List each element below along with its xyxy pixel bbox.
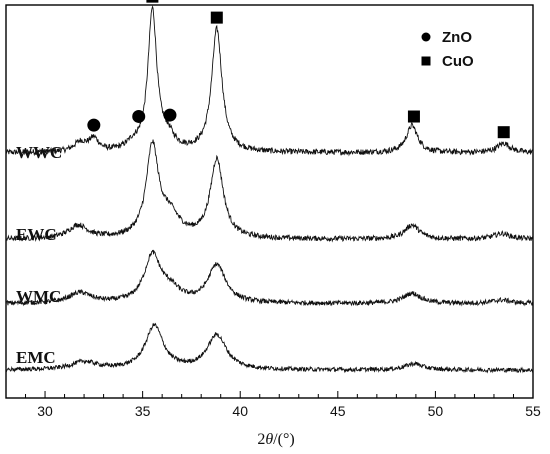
x-tick-label: 40 (232, 403, 248, 419)
legend-cuo-label: CuO (442, 53, 474, 70)
series-line-wwc (5, 5, 534, 157)
series-label-ewc: EWC (16, 225, 57, 244)
cuo-peak-marker (146, 0, 159, 3)
zno-peak-marker (163, 108, 177, 122)
cuo-peak-marker (407, 110, 420, 123)
x-tick-label: 45 (330, 403, 346, 419)
series-label-wwc: WWC (16, 143, 62, 162)
series-label-wmc: WMC (16, 287, 61, 306)
x-tick-label: 55 (525, 403, 541, 419)
series-line-emc (5, 322, 534, 374)
peak-markers (87, 0, 510, 139)
legend: ZnO CuO (421, 29, 474, 70)
cuo-peak-marker (210, 11, 223, 24)
series-traces (5, 5, 534, 374)
zno-peak-marker (132, 109, 146, 123)
plot-frame (5, 4, 534, 399)
x-tick-label: 30 (37, 403, 53, 419)
series-labels: WWC EWC WMC EMC (16, 143, 62, 367)
series-label-emc: EMC (16, 348, 56, 367)
zno-peak-marker (87, 118, 101, 132)
legend-cuo-marker (421, 56, 431, 66)
legend-zno-label: ZnO (442, 29, 472, 46)
series-line-wmc (5, 249, 533, 307)
x-axis-ticks: 30 35 40 45 50 55 (5, 391, 541, 419)
series-line-ewc (5, 139, 534, 243)
legend-zno-marker (421, 32, 431, 42)
x-axis-label: 2θ/(°) (257, 431, 294, 448)
x-tick-label: 50 (428, 403, 444, 419)
cuo-peak-marker (497, 126, 510, 139)
x-tick-label: 35 (135, 403, 151, 419)
